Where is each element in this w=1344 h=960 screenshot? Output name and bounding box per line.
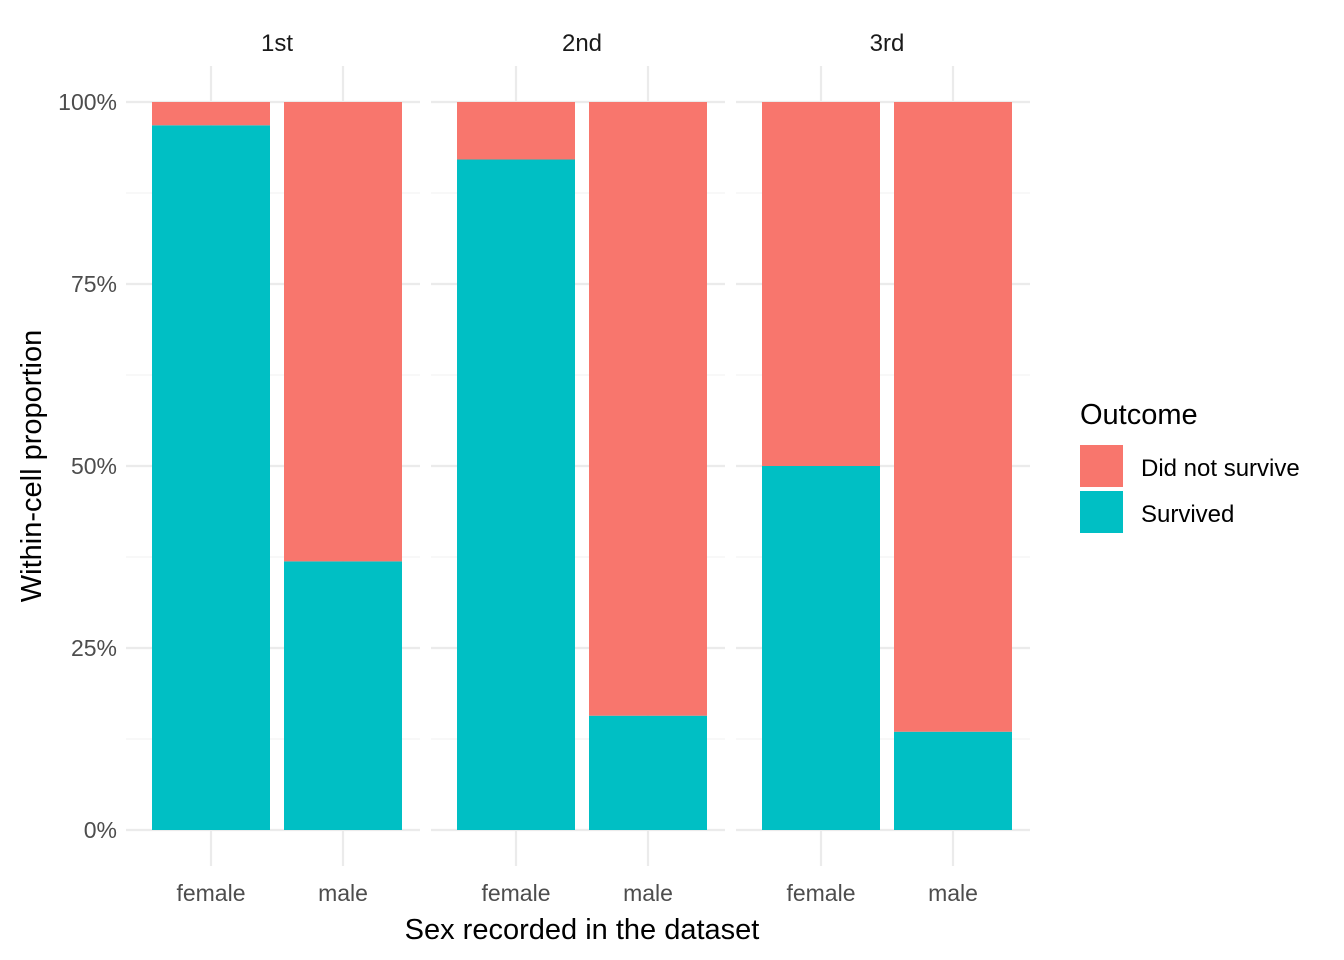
x-tick-label: female: [786, 880, 855, 906]
bar-survived-3rd-male: [894, 731, 1012, 830]
bars-layer: [152, 102, 1012, 831]
x-tick-label: male: [318, 880, 368, 906]
y-tick-label: 25%: [71, 635, 117, 661]
bar-survived-1st-male: [284, 561, 402, 830]
bar-did-not-survive-2nd-female: [457, 102, 575, 160]
facet-label: 2nd: [562, 30, 602, 57]
bar-did-not-survive-1st-male: [284, 102, 402, 562]
y-tick-label: 50%: [71, 453, 117, 479]
legend-title: Outcome: [1080, 399, 1198, 431]
bar-did-not-survive-3rd-female: [762, 102, 880, 466]
bar-survived-2nd-female: [457, 159, 575, 831]
y-axis-title: Within-cell proportion: [16, 330, 48, 602]
bar-did-not-survive-1st-female: [152, 102, 270, 126]
bar-survived-3rd-female: [762, 466, 880, 830]
legend: Outcome Did not survive Survived: [1080, 399, 1300, 533]
facet-label: 3rd: [870, 30, 905, 57]
x-tick-label: male: [623, 880, 673, 906]
legend-key-survived: [1080, 491, 1123, 533]
bar-survived-1st-female: [152, 125, 270, 830]
x-tick-label: female: [176, 880, 245, 906]
bar-survived-2nd-male: [589, 715, 707, 830]
bar-did-not-survive-3rd-male: [894, 102, 1012, 732]
legend-entry-label: Survived: [1141, 501, 1234, 528]
facet-label: 1st: [261, 30, 293, 57]
y-tick-label: 100%: [58, 89, 117, 115]
legend-key-did-not-survive: [1080, 445, 1123, 487]
labels-layer: 1st 2nd 3rd female male female male female male 0…: [58, 30, 978, 906]
y-tick-label: 75%: [71, 271, 117, 297]
x-axis-title: Sex recorded in the dataset: [405, 914, 760, 946]
y-tick-label: 0%: [84, 817, 117, 843]
legend-entry-label: Did not survive: [1141, 455, 1300, 482]
bar-did-not-survive-2nd-male: [589, 102, 707, 716]
x-tick-label: female: [481, 880, 550, 906]
x-tick-label: male: [928, 880, 978, 906]
